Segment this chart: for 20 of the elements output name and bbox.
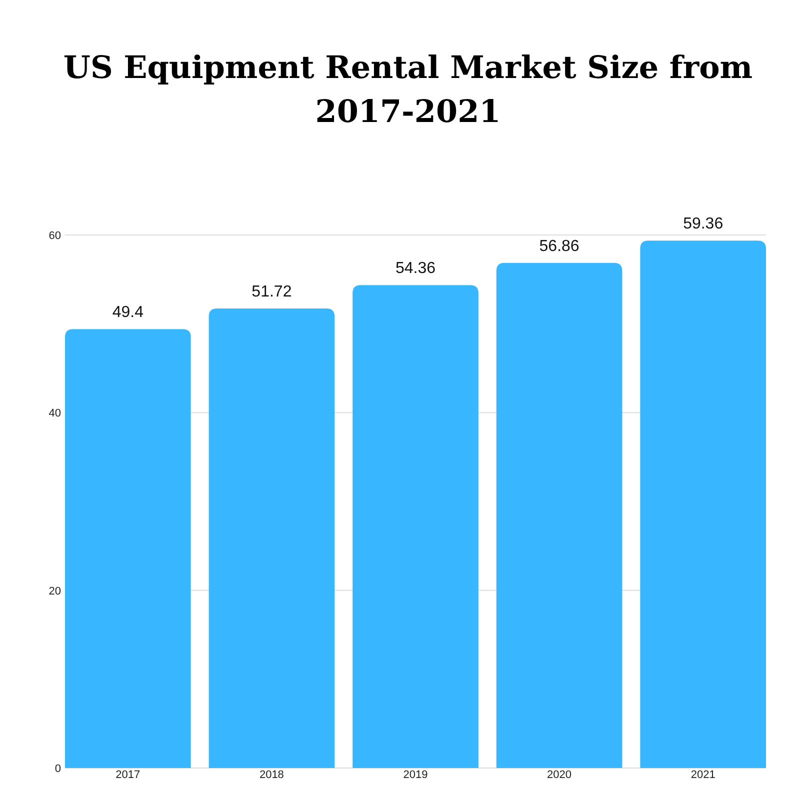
y-tick-label: 60 — [48, 230, 61, 242]
x-tick-label: 2019 — [403, 769, 428, 781]
chart-title: US Equipment Rental Market Size from 2017-2021 — [63, 50, 753, 130]
bar — [208, 308, 335, 768]
y-tick-label: 0 — [54, 763, 61, 775]
y-tick-label: 20 — [48, 585, 61, 598]
x-tick-label: 2017 — [116, 769, 140, 781]
bar — [640, 240, 766, 768]
bar — [496, 262, 622, 768]
x-tick-label: 2018 — [259, 769, 284, 781]
data-label: 49.4 — [112, 304, 144, 322]
data-label: 51.72 — [252, 284, 292, 301]
x-tick-label: 2020 — [547, 769, 572, 781]
data-label: 54.36 — [395, 260, 436, 278]
data-label: 56.86 — [539, 238, 580, 255]
y-tick-label: 40 — [48, 408, 61, 420]
bar — [65, 329, 191, 768]
bar — [352, 285, 478, 768]
x-tick-label: 2021 — [690, 769, 716, 781]
data-label: 59.36 — [683, 216, 724, 233]
